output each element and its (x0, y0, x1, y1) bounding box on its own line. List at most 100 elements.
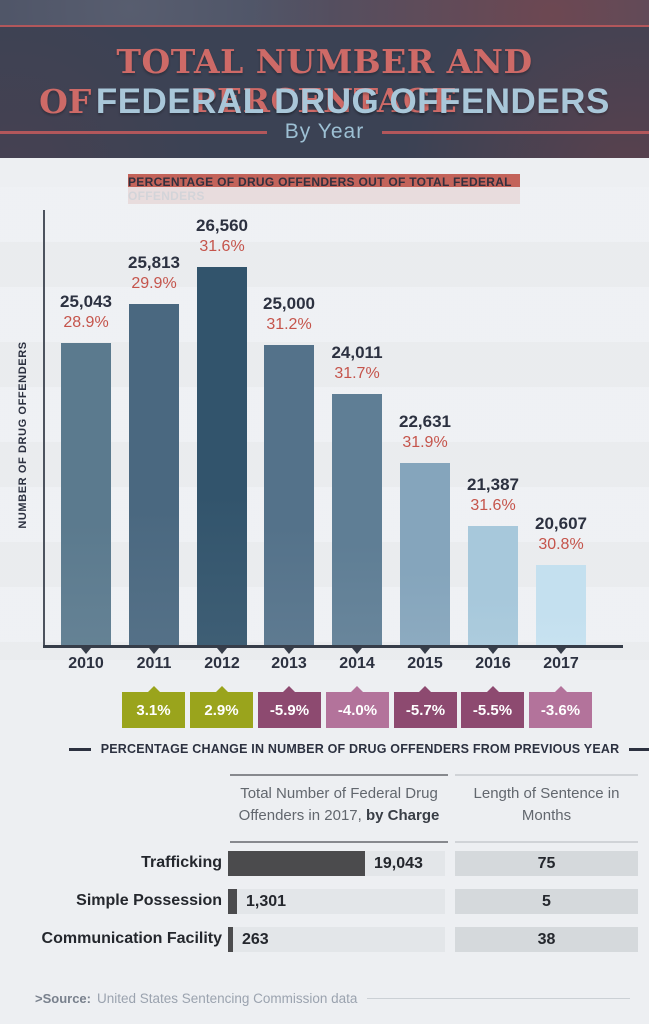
count-value-trafficking: 19,043 (374, 854, 423, 872)
bar-percent-2013: 31.2% (266, 316, 312, 334)
col1-header: Total Number of Federal Drug Offenders i… (230, 783, 448, 827)
col1-header-line2: Offenders in 2017, (238, 806, 366, 824)
page-title-line2: OF FEDERAL DRUG OFFENDERS (0, 82, 649, 122)
bar-value-2010: 25,043 (60, 292, 112, 311)
bar-2012 (197, 267, 247, 645)
axis-tick-2016 (488, 648, 498, 654)
bar-value-2014: 24,011 (331, 343, 383, 362)
caption-left-dash (68, 747, 91, 751)
bar-label-2012: 26,560 31.6% (174, 215, 270, 258)
year-label-2014: 2014 (339, 655, 375, 672)
bar-percent-2010: 28.9% (63, 314, 109, 332)
bar-percent-2011: 29.9% (131, 275, 177, 293)
count-bar-trafficking (228, 851, 365, 876)
change-badge-pointer-2013 (283, 686, 295, 692)
page-title-of: OF (39, 82, 92, 121)
y-axis-label: NUMBER OF DRUG OFFENDERS (17, 341, 29, 529)
count-bar-simple-possession (228, 889, 237, 914)
year-label-2010: 2010 (68, 655, 104, 672)
change-badge-2015: -5.7% (394, 692, 457, 728)
col1-top-rule (230, 774, 448, 776)
source-row: >Source: United States Sentencing Commis… (35, 991, 630, 1006)
bar-value-2016: 21,387 (467, 475, 519, 494)
change-caption-row: PERCENTAGE CHANGE IN NUMBER OF DRUG OFFE… (60, 741, 649, 757)
bar-label-2014: 24,011 31.7% (309, 342, 405, 385)
bar-value-2012: 26,560 (196, 216, 248, 235)
row-label-trafficking: Trafficking (141, 854, 222, 871)
col2-bottom-rule (455, 841, 638, 843)
source-label: >Source: (35, 991, 91, 1006)
source-text: United States Sentencing Commission data (97, 991, 358, 1006)
bar-2014 (332, 394, 382, 645)
bar-value-2013: 25,000 (263, 294, 315, 313)
subtitle-right-rule (382, 130, 649, 134)
axis-tick-2015 (420, 648, 430, 654)
count-cell-trafficking: 19,043 (228, 851, 445, 876)
bar-percent-2015: 31.9% (402, 434, 448, 452)
count-cell-simple-possession: 1,301 (228, 889, 445, 914)
year-label-2017: 2017 (543, 655, 579, 672)
bar-label-2016: 21,387 31.6% (445, 474, 541, 517)
bar-value-2017: 20,607 (535, 514, 587, 533)
change-badge-pointer-2015 (419, 686, 431, 692)
change-badge-pointer-2017 (555, 686, 567, 692)
change-badge-2017: -3.6% (529, 692, 592, 728)
year-label-2012: 2012 (204, 655, 240, 672)
change-badge-2012: 2.9% (190, 692, 253, 728)
caption-right-dash (629, 747, 649, 751)
row-label-simple-possession: Simple Possession (76, 892, 222, 909)
source-rule (367, 998, 630, 999)
change-badge-2014: -4.0% (326, 692, 389, 728)
axis-tick-2010 (81, 648, 91, 654)
bar-label-2013: 25,000 31.2% (241, 293, 337, 336)
change-badge-pointer-2016 (487, 686, 499, 692)
change-badge-pointer-2014 (351, 686, 363, 692)
change-badge-pointer-2012 (216, 686, 228, 692)
bar-2013 (264, 345, 314, 645)
change-badge-2013: -5.9% (258, 692, 321, 728)
months-cell-trafficking: 75 (455, 851, 638, 876)
bar-label-2010: 25,043 28.9% (38, 291, 134, 334)
subtitle-row: By Year (0, 119, 649, 145)
count-value-communication-facility: 263 (242, 930, 269, 948)
axis-tick-2013 (284, 648, 294, 654)
count-bar-communication-facility (228, 927, 233, 952)
bar-percent-2017: 30.8% (538, 536, 584, 554)
axis-tick-2017 (556, 648, 566, 654)
bar-value-2011: 25,813 (128, 253, 180, 272)
header-panel (0, 27, 649, 158)
bar-2017 (536, 565, 586, 645)
col1-bottom-rule (230, 841, 448, 843)
bar-label-2011: 25,813 29.9% (106, 252, 202, 295)
col1-header-line1: Total Number of Federal Drug (240, 785, 438, 802)
bar-percent-2012: 31.6% (199, 238, 245, 256)
year-label-2015: 2015 (407, 655, 443, 672)
change-badge-2016: -5.5% (461, 692, 524, 728)
axis-tick-2012 (217, 648, 227, 654)
subtitle-left-rule (0, 130, 267, 134)
change-badge-pointer-2011 (148, 686, 160, 692)
year-label-2011: 2011 (136, 655, 172, 672)
header-top-band (0, 0, 649, 26)
y-axis-line (43, 210, 45, 648)
axis-tick-2011 (149, 648, 159, 654)
page-title-subject: FEDERAL DRUG OFFENDERS (95, 82, 610, 121)
subtitle-by-year: By Year (284, 120, 365, 143)
col1-header-bold: by Charge (365, 806, 440, 824)
bar-percent-2016: 31.6% (470, 497, 516, 515)
count-value-simple-possession: 1,301 (246, 892, 287, 910)
bar-label-2017: 20,607 30.8% (513, 513, 609, 556)
year-label-2016: 2016 (475, 655, 511, 672)
col2-top-rule (455, 774, 638, 776)
axis-tick-2014 (352, 648, 362, 654)
change-badge-2011: 3.1% (122, 692, 185, 728)
change-caption: PERCENTAGE CHANGE IN NUMBER OF DRUG OFFE… (100, 742, 620, 756)
bar-2016 (468, 526, 518, 645)
bar-percent-2014: 31.7% (334, 365, 380, 383)
months-cell-simple-possession: 5 (455, 889, 638, 914)
header-top-rule (0, 25, 649, 27)
col2-header: Length of Sentence in Months (473, 785, 620, 824)
year-label-2013: 2013 (271, 655, 307, 672)
bar-label-2015: 22,631 31.9% (377, 411, 473, 454)
